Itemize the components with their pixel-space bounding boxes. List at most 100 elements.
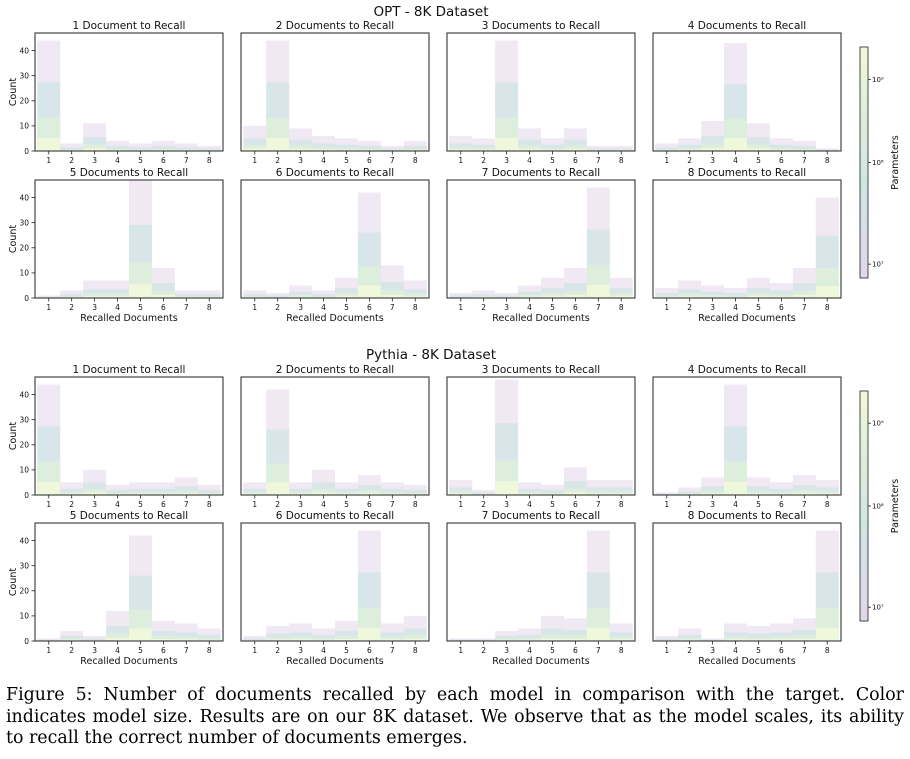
panel-title: 4 Documents to Recall: [688, 20, 806, 32]
bar-undefined-7-layer-3: [792, 638, 816, 641]
panel-title: 5 Documents to Recall: [70, 510, 188, 522]
bar-undefined-1-layer-1: [655, 638, 679, 641]
bar-undefined-3-layer-2: [701, 143, 725, 151]
panel-1-0: 1 Document to Recall 1 2 3 4 5 6 7 8 0 10 20 30 40 Cou…: [8, 364, 224, 509]
x-tick-label: 2: [687, 500, 692, 509]
x-tick-label: 2: [481, 303, 486, 312]
bar-undefined-8-layer-2: [197, 637, 221, 641]
y-tick-label: 30: [19, 415, 29, 424]
bar-undefined-3-layer-2: [289, 294, 313, 298]
bar-undefined-4-layer-0: [106, 140, 129, 151]
bar-undefined-1-layer-1: [37, 639, 61, 641]
panel-frame: [240, 522, 430, 642]
x-tick-label: 3: [504, 303, 509, 312]
x-tick-label: 8: [207, 646, 212, 655]
x-tick-label: 7: [596, 646, 601, 655]
panel-frame: [240, 179, 430, 299]
bar-undefined-4-layer-1: [724, 293, 747, 298]
bar-undefined-4-layer-3: [312, 492, 335, 495]
panel-frame: [652, 376, 842, 496]
bar-undefined-2-layer-1: [60, 488, 84, 495]
x-tick-label: 3: [92, 156, 97, 165]
panel-1-7: 8 Documents to Recall 1 2 3 4 5 6 7 8 Recalled Do…: [652, 510, 842, 667]
bar-undefined-6-layer-3: [563, 492, 587, 495]
x-tick-label: 8: [413, 156, 418, 165]
bar-undefined-8-layer-1: [609, 148, 633, 151]
bar-undefined-3-layer-2: [701, 294, 725, 298]
x-tick-label: 1: [252, 156, 257, 165]
bar-undefined-4-layer-0: [724, 287, 747, 298]
bar-undefined-5-layer-2: [129, 491, 152, 495]
bar-undefined-8-layer-1: [609, 288, 633, 298]
bar-undefined-1-layer-0: [655, 635, 679, 641]
bar-undefined-1-layer-1: [655, 293, 679, 298]
x-axis-label: Recalled Documents: [698, 313, 795, 324]
bar-undefined-6-layer-3: [151, 295, 175, 298]
bar-undefined-6-layer-3: [151, 493, 175, 495]
panel-frame: [34, 32, 224, 152]
bar-undefined-3-layer-3: [289, 296, 313, 298]
bar-undefined-8-layer-3: [197, 639, 221, 641]
panel-title: 8 Documents to Recall: [688, 510, 806, 522]
panel-1-2: 3 Documents to Recall 1 2 3 4 5 6 7 8: [446, 364, 636, 509]
x-tick-label: 5: [344, 303, 349, 312]
x-tick-label: 1: [46, 646, 51, 655]
x-tick-label: 7: [390, 303, 395, 312]
bar-undefined-8-layer-2: [609, 293, 633, 298]
bar-undefined-7-layer-3: [380, 294, 404, 298]
bar-undefined-1-layer-0: [243, 290, 267, 298]
x-tick-label: 1: [46, 303, 51, 312]
bar-undefined-7-layer-3: [586, 284, 610, 298]
bar-undefined-7-layer-1: [174, 632, 198, 641]
colorbar-label: Parameters: [890, 135, 901, 189]
x-tick-label: 8: [825, 500, 830, 509]
bar-undefined-3-layer-2: [495, 638, 519, 641]
bar-undefined-6-layer-3: [357, 285, 381, 298]
bar-undefined-6-layer-3: [769, 493, 793, 495]
x-tick-label: 8: [619, 303, 624, 312]
x-tick-label: 3: [710, 303, 715, 312]
x-tick-label: 6: [367, 646, 372, 655]
bar-undefined-4-layer-2: [106, 633, 129, 641]
bar-undefined-2-layer-0: [472, 489, 496, 495]
x-tick-label: 2: [275, 646, 280, 655]
bar-undefined-4-layer-2: [518, 145, 541, 151]
bar-undefined-4-layer-1: [518, 634, 541, 641]
bar-undefined-4-layer-2: [312, 637, 335, 641]
x-tick-label: 5: [756, 303, 761, 312]
x-tick-label: 6: [161, 646, 166, 655]
x-tick-label: 6: [367, 500, 372, 509]
bar-undefined-8-layer-3: [403, 638, 427, 641]
y-tick-label: 0: [24, 294, 29, 303]
bar-undefined-7-layer-1: [174, 294, 198, 298]
bar-undefined-4-layer-1: [724, 632, 747, 641]
bar-undefined-7-layer-3: [174, 639, 198, 641]
bar-undefined-6-layer-0: [357, 140, 381, 151]
bar-undefined-6-layer-1: [563, 629, 587, 641]
colorbar-tick-label: 10⁸: [872, 503, 884, 511]
bar-undefined-3-layer-3: [289, 639, 313, 641]
bar-undefined-8-layer-2: [609, 636, 633, 641]
bar-undefined-8-layer-2: [609, 149, 633, 151]
bar-undefined-5-layer-2: [747, 293, 770, 298]
bar-undefined-7-layer-2: [174, 636, 198, 641]
bar-undefined-7-layer-2: [380, 290, 404, 298]
bar-undefined-7-layer-0: [586, 145, 610, 151]
bar-undefined-8-layer-1: [197, 490, 221, 495]
panel-title: 1 Document to Recall: [73, 20, 186, 32]
panel-1-1: 2 Documents to Recall 1 2 3 4 5 6 7 8: [240, 364, 430, 509]
bar-undefined-8-layer-0: [197, 145, 221, 151]
y-axis-label: Count: [8, 225, 19, 253]
bar-undefined-5-layer-2: [541, 293, 564, 298]
bar-undefined-4-layer-2: [518, 491, 541, 495]
bar-undefined-8-layer-1: [403, 490, 427, 495]
y-tick-label: 20: [19, 97, 29, 106]
panel-frame: [34, 179, 224, 299]
bar-undefined-2-layer-0: [60, 630, 84, 641]
bar-undefined-6-layer-3: [357, 493, 381, 495]
bar-undefined-3-layer-1: [289, 139, 313, 151]
bar-undefined-6-layer-2: [151, 636, 175, 641]
bar-undefined-1-layer-2: [243, 144, 267, 151]
x-tick-label: 8: [413, 646, 418, 655]
